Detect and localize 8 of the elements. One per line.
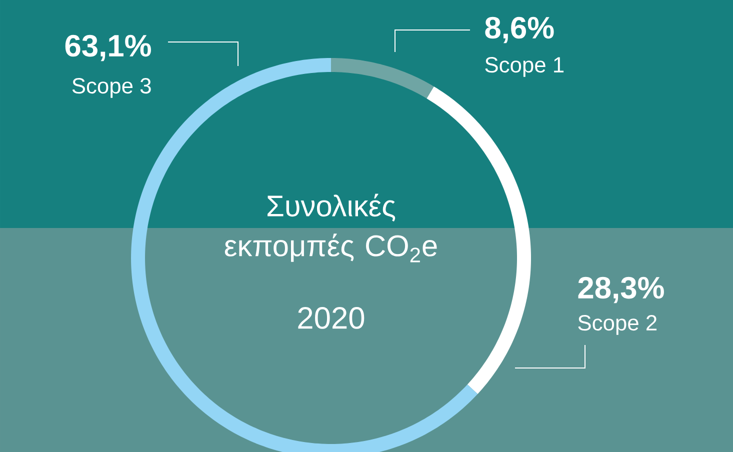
text: Συνολικές εκπομπές CO$_{2}$e bbox=[224, 194, 437, 262]
slice-label: Scope 1 bbox=[485, 57, 564, 77]
slice-label: Scope 2 bbox=[578, 315, 657, 335]
text: 2020 bbox=[298, 307, 364, 329]
data-label: 28,3% bbox=[578, 276, 664, 304]
data-label: 63,1% bbox=[65, 34, 151, 62]
slice-label: Scope 3 bbox=[72, 78, 151, 98]
data-label: 8,6% bbox=[485, 16, 554, 44]
